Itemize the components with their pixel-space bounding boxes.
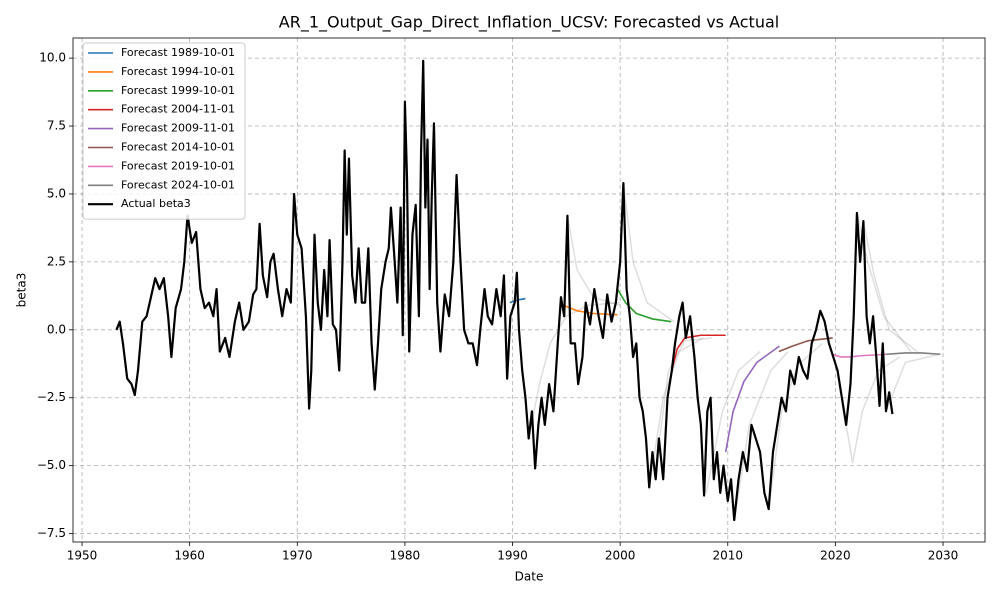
x-tick-label: 1980	[390, 549, 421, 563]
plot-frame	[72, 37, 986, 543]
legend-label: Forecast 2024-10-01	[121, 178, 235, 191]
legend-label: Forecast 1994-10-01	[121, 65, 235, 78]
x-tick-label: 2030	[928, 549, 959, 563]
forecast-line	[778, 337, 833, 353]
forecast-line	[886, 352, 941, 356]
chart-title: AR_1_Output_Gap_Direct_Inflation_UCSV: F…	[279, 13, 779, 33]
x-tick-label: 1950	[67, 549, 98, 563]
background-forecast	[657, 337, 712, 453]
legend-label: Forecast 1989-10-01	[121, 46, 235, 59]
y-tick-label: −2.5	[37, 390, 66, 404]
legend-box	[82, 42, 246, 220]
x-tick-label: 1990	[497, 549, 528, 563]
y-tick-label: 10.0	[39, 51, 66, 65]
x-tick-label: 1970	[282, 549, 313, 563]
y-tick-label: 2.5	[47, 254, 66, 268]
background-forecast	[885, 353, 940, 412]
x-tick-label: 2010	[713, 549, 744, 563]
y-tick-label: −5.0	[37, 458, 66, 472]
background-forecast	[862, 220, 918, 353]
background-forecast	[845, 356, 901, 464]
legend-label: Forecast 2019-10-01	[121, 159, 235, 172]
x-tick-label: 1960	[174, 549, 205, 563]
forecast-line	[832, 353, 887, 358]
y-tick-label: −7.5	[37, 526, 66, 540]
y-tick-label: 0.0	[47, 322, 66, 336]
background-forecast	[733, 351, 789, 521]
legend-label: Forecast 2004-11-01	[121, 103, 235, 116]
legend-label: Actual beta3	[121, 197, 191, 210]
legend-label: Forecast 2014-10-01	[121, 141, 235, 154]
y-tick-label: 7.5	[47, 119, 66, 133]
legend-label: Forecast 1999-10-01	[121, 84, 235, 97]
y-tick-label: 5.0	[47, 186, 66, 200]
forecast-line	[616, 288, 672, 323]
forecast-line	[724, 345, 780, 453]
legend-label: Forecast 2009-11-01	[121, 122, 235, 135]
x-axis-label: Date	[515, 570, 544, 584]
x-tick-label: 2020	[820, 549, 851, 563]
background-forecast	[622, 182, 675, 323]
y-axis-label: beta3	[15, 273, 29, 308]
background-forecast	[705, 350, 761, 493]
x-tick-label: 2000	[605, 549, 636, 563]
legend: Forecast 1989-10-01 Forecast 1994-10-01 Fo…	[82, 42, 246, 220]
actual-line	[115, 59, 894, 522]
